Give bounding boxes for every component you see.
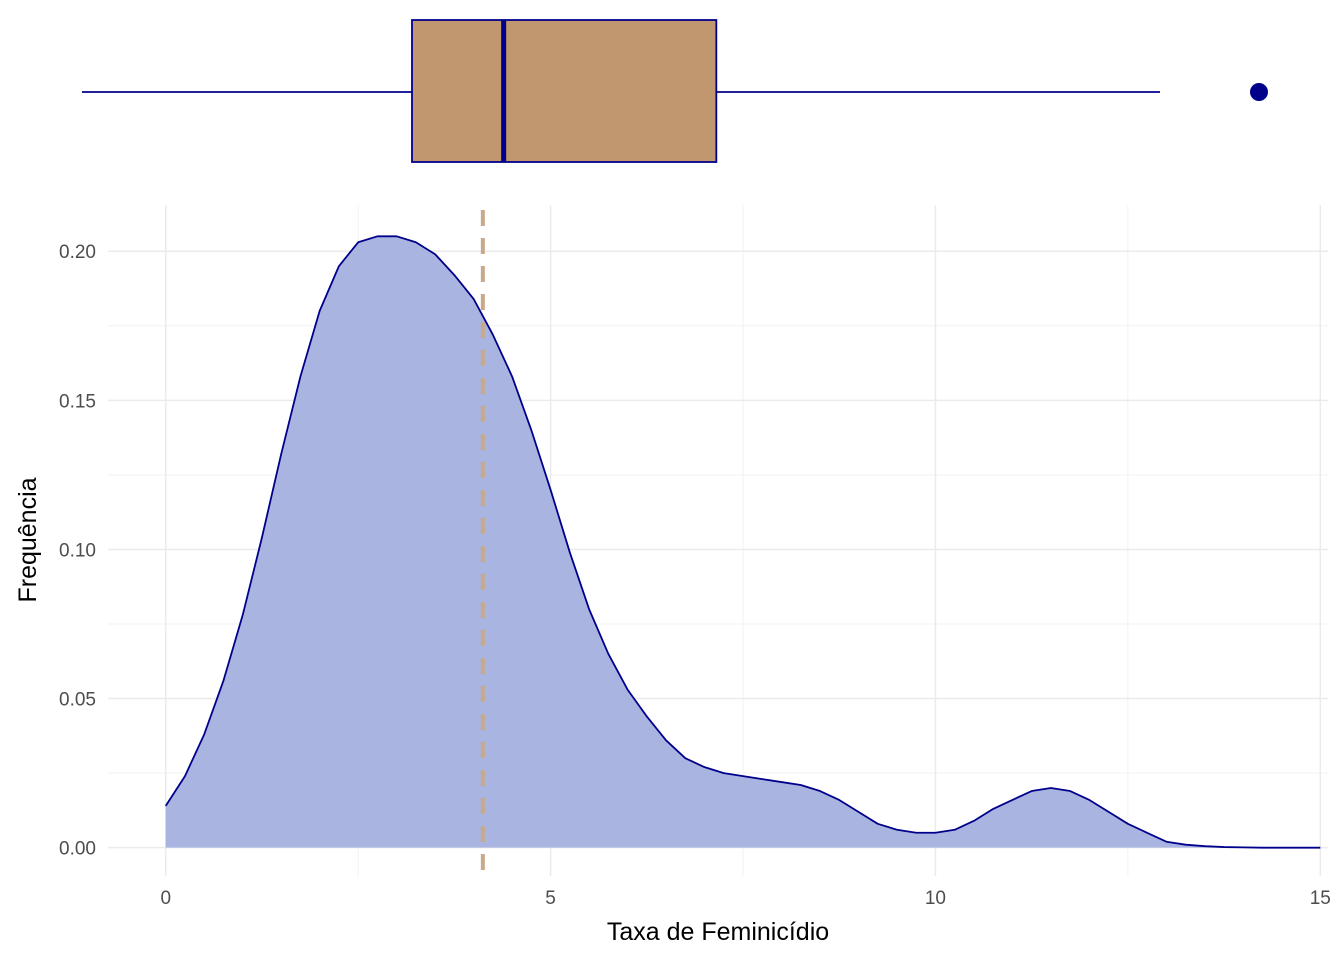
x-tick-label: 10 (925, 888, 946, 909)
boxplot-panel (82, 19, 1268, 163)
y-tick-label: 0.05 (59, 690, 96, 711)
x-tick-label: 15 (1310, 888, 1331, 909)
y-axis-title: Frequência (14, 477, 42, 602)
axis-ticks: 0 5 10 15 0.00 0.05 0.10 0.15 0.20 (59, 242, 1331, 909)
x-axis-title: Taxa de Feminicídio (607, 918, 829, 946)
x-tick-label: 0 (160, 888, 171, 909)
density-line (164, 235, 1321, 849)
y-tick-label: 0.00 (59, 839, 96, 860)
y-tick-label: 0.10 (59, 540, 96, 561)
y-tick-label: 0.20 (59, 242, 96, 263)
y-tick-label: 0.15 (59, 391, 96, 412)
box-outlier (1250, 83, 1268, 101)
density-grid (108, 205, 1328, 876)
x-tick-label: 5 (545, 888, 556, 909)
box-iqr (411, 19, 718, 163)
density-panel (164, 210, 1321, 871)
density-area (165, 236, 1321, 848)
